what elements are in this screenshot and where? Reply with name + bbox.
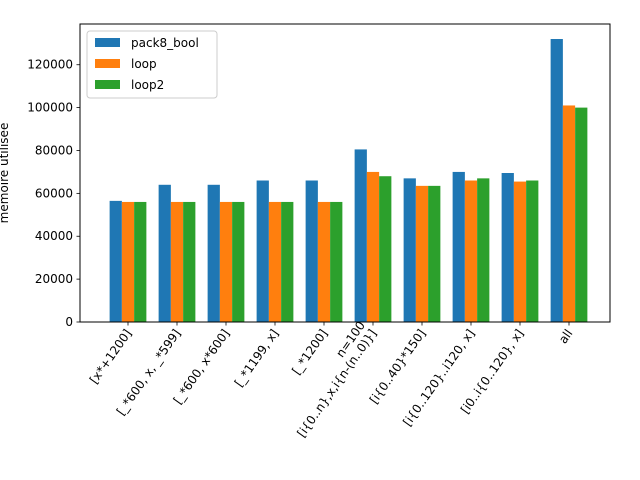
bar-loop2-9 bbox=[575, 107, 588, 322]
bar-loop-2 bbox=[219, 201, 233, 322]
bar-loop-7 bbox=[464, 180, 478, 322]
y-tick-label: 40000 bbox=[35, 229, 73, 243]
bar-loop-3 bbox=[268, 201, 282, 322]
legend-swatch-loop bbox=[95, 59, 120, 68]
bar-loop-5 bbox=[366, 171, 380, 322]
bar-loop-6 bbox=[415, 185, 429, 322]
bar-loop2-1 bbox=[183, 201, 196, 322]
bars-layer bbox=[109, 39, 588, 323]
bar-loop-9 bbox=[562, 105, 576, 323]
x-tick-label-line: all bbox=[556, 327, 576, 347]
y-tick-label: 0 bbox=[65, 315, 73, 329]
y-tick-label: 60000 bbox=[35, 186, 73, 200]
bar-pack8-bool-1 bbox=[158, 184, 171, 322]
bar-pack8-bool-0 bbox=[109, 200, 122, 322]
bar-loop2-8 bbox=[526, 180, 539, 322]
bar-pack8-bool-5 bbox=[354, 149, 367, 322]
y-axis-label: memoire utilisee bbox=[0, 123, 11, 224]
legend-swatch-loop2 bbox=[95, 80, 120, 89]
legend-label: pack8_bool bbox=[131, 36, 199, 50]
bar-loop-8 bbox=[513, 181, 527, 322]
bar-pack8-bool-4 bbox=[305, 180, 318, 322]
bar-loop2-4 bbox=[330, 201, 343, 322]
bar-pack8-bool-6 bbox=[403, 178, 416, 322]
bar-loop-1 bbox=[170, 201, 184, 322]
bar-loop2-2 bbox=[232, 201, 245, 322]
bar-pack8-bool-2 bbox=[207, 184, 220, 322]
bar-pack8-bool-8 bbox=[501, 173, 514, 322]
bar-pack8-bool-3 bbox=[256, 180, 269, 322]
y-tick-label: 120000 bbox=[27, 58, 73, 72]
legend-label: loop2 bbox=[131, 78, 164, 92]
plot-frame bbox=[79, 23, 611, 323]
legend-swatch-pack8-bool bbox=[95, 38, 120, 47]
bar-pack8-bool-7 bbox=[452, 171, 465, 322]
y-tick-label: 100000 bbox=[27, 101, 73, 115]
bar-loop2-6 bbox=[428, 185, 441, 322]
x-tick-label: all bbox=[556, 327, 576, 347]
y-tick-label: 80000 bbox=[35, 143, 73, 157]
bar-pack8-bool-9 bbox=[550, 39, 563, 322]
bar-loop2-5 bbox=[379, 176, 392, 322]
bar-loop2-7 bbox=[477, 178, 490, 322]
bar-loop2-3 bbox=[281, 201, 294, 322]
legend-label: loop bbox=[131, 57, 157, 71]
y-tick-label: 20000 bbox=[35, 272, 73, 286]
y-axis: 0 20000 40000 60000 80000 100000 120000 bbox=[27, 58, 80, 329]
bar-loop-4 bbox=[317, 201, 331, 322]
bar-loop2-0 bbox=[134, 201, 147, 322]
bar-loop-0 bbox=[121, 201, 135, 322]
